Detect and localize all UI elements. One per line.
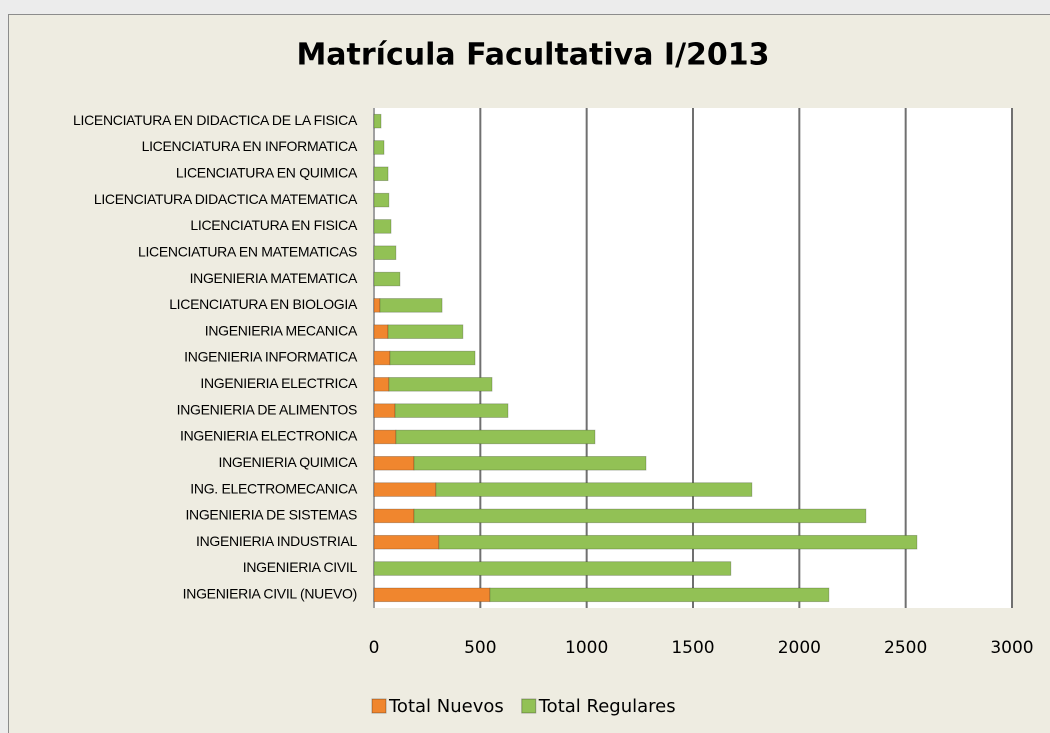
x-tick-label: 0: [369, 638, 380, 658]
bar-segment: [438, 534, 918, 550]
y-tick-label: LICENCIATURA EN MATEMATICAS: [138, 243, 357, 259]
x-tick-label: 2000: [778, 638, 821, 658]
y-tick-label: LICENCIATURA EN BIOLOGIA: [169, 296, 358, 312]
bar-segment: [373, 456, 415, 471]
bar-segment: [394, 403, 509, 418]
y-tick-label: INGENIERIA INFORMATICA: [184, 349, 358, 365]
bar-segment: [373, 508, 415, 524]
bar-segment: [373, 377, 390, 392]
grid: [373, 108, 1013, 608]
bar-segment: [395, 429, 596, 445]
y-tick-label: INGENIERIA MATEMATICA: [190, 270, 358, 286]
x-tick-label: 500: [464, 638, 496, 658]
bar-segment: [373, 403, 396, 418]
legend-label: Total Nuevos: [388, 696, 504, 717]
y-tick-label: LICENCIATURA EN INFORMATICA: [142, 138, 358, 154]
y-tick-label: INGENIERIA DE ALIMENTOS: [177, 401, 357, 417]
bar-segment: [373, 429, 397, 445]
legend-swatch: [371, 698, 387, 714]
y-tick-label: INGENIERIA QUIMICA: [218, 454, 357, 470]
bar-segment: [379, 298, 443, 313]
bar-segment: [389, 350, 476, 366]
y-tick-label: LICENCIATURA DIDACTICA MATEMATICA: [94, 191, 358, 207]
bar-segment: [373, 140, 385, 155]
x-tick-label: 1000: [565, 638, 608, 658]
bar-segment: [373, 482, 437, 497]
bar-segment: [387, 324, 464, 339]
x-tick-label: 3000: [990, 638, 1033, 658]
bar-segment: [373, 219, 392, 234]
labels: 0 500 1000 1500 2000 2500 3000 LICENCIATURA EN …: [73, 112, 1034, 717]
bar-segment: [489, 587, 830, 603]
bar-segment: [373, 324, 389, 339]
y-tick-label: INGENIERIA MECANICA: [205, 322, 358, 338]
bar-segment: [373, 271, 401, 287]
bar-segment: [373, 350, 391, 366]
bar-segment: [373, 113, 382, 129]
bar-segment: [373, 561, 732, 576]
x-tick-label: 2500: [884, 638, 927, 658]
bar-segment: [413, 508, 867, 524]
y-tick-label: LICENCIATURA EN DIDACTICA DE LA FISICA: [73, 112, 358, 128]
bars: [373, 113, 918, 603]
y-tick-label: LICENCIATURA EN QUIMICA: [176, 164, 358, 180]
y-tick-label: INGENIERIA ELECTRICA: [200, 375, 358, 391]
bar-segment: [413, 456, 647, 471]
legend-swatch: [521, 698, 537, 714]
y-tick-label: INGENIERIA CIVIL (NUEVO): [183, 586, 357, 602]
y-tick-label: INGENIERIA DE SISTEMAS: [185, 507, 357, 523]
bar-segment: [373, 245, 397, 260]
bar-segment: [373, 298, 381, 313]
y-tick-label: INGENIERIA CIVIL: [243, 559, 358, 575]
bar-segment: [388, 377, 493, 392]
bar-segment: [435, 482, 753, 497]
bar-segment: [373, 192, 390, 208]
bar-segment: [373, 534, 440, 550]
x-tick-label: 1500: [671, 638, 714, 658]
bar-segment: [373, 166, 389, 182]
chart-title: Matrícula Facultativa I/2013: [296, 38, 769, 73]
bar-segment: [373, 587, 491, 603]
y-tick-label: INGENIERIA INDUSTRIAL: [196, 533, 357, 549]
y-tick-label: LICENCIATURA EN FISICA: [190, 217, 358, 233]
legend-label: Total Regulares: [538, 696, 676, 717]
y-tick-label: INGENIERIA ELECTRONICA: [180, 428, 358, 444]
y-tick-label: ING. ELECTROMECANICA: [190, 480, 358, 496]
